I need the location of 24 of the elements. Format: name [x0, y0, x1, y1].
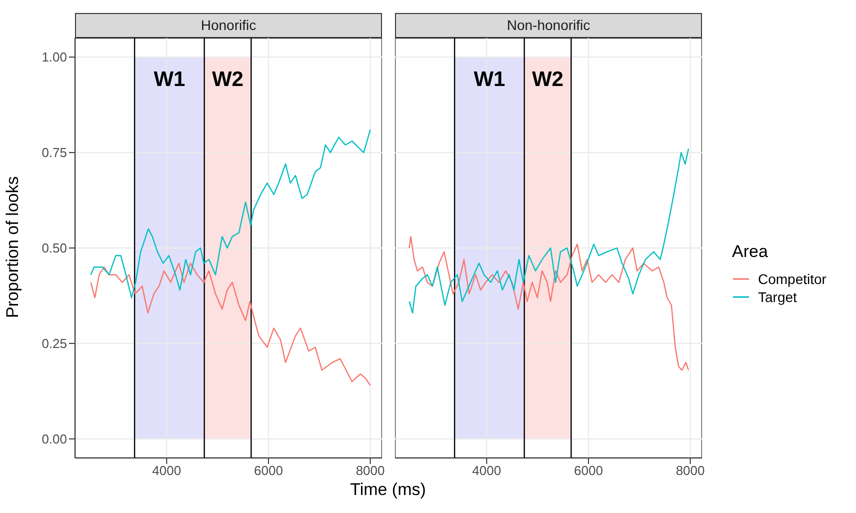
y-tick-label: 1.00 — [42, 50, 67, 65]
y-tick-label: 0.25 — [42, 336, 67, 352]
band-label: W2 — [532, 68, 564, 91]
legend-label: Target — [758, 289, 797, 305]
chart-title: Non-honorific — [395, 13, 702, 38]
chart-title: Honorific — [75, 13, 382, 38]
band-label: W1 — [474, 68, 506, 91]
x-tick-label: 8000 — [356, 463, 385, 478]
y-tick-label: 0.75 — [42, 145, 67, 160]
x-tick-label: 6000 — [574, 463, 603, 478]
y-tick-label: 0.50 — [42, 240, 67, 256]
x-tick-label: 8000 — [676, 463, 705, 478]
line-series — [90, 262, 371, 386]
legend-label: Competitor — [758, 271, 826, 287]
y-axis-title: Proportion of looks — [3, 176, 22, 318]
x-tick-label: 4000 — [152, 463, 182, 478]
line-series — [90, 129, 371, 298]
x-tick-label: 6000 — [254, 463, 283, 478]
band-label: W1 — [154, 68, 186, 91]
x-axis-title: Time (ms) — [349, 480, 427, 500]
x-tick-label: 4000 — [472, 463, 502, 478]
legend-title: Area — [732, 242, 769, 262]
y-tick-label: 0.00 — [42, 432, 67, 447]
band-label: W2 — [212, 68, 244, 91]
